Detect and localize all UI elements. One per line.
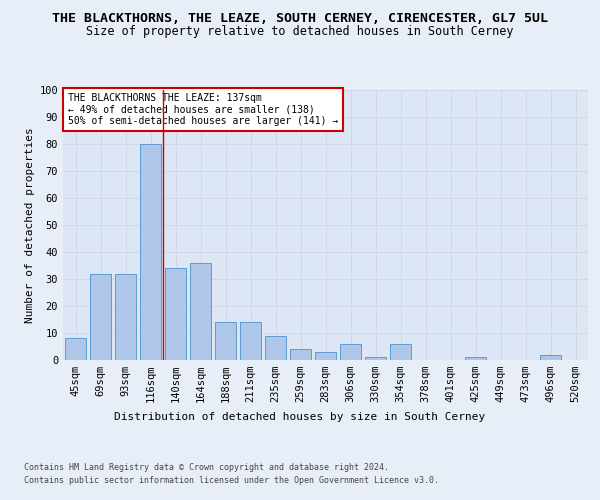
- Bar: [90, 274, 111, 360]
- Text: THE BLACKTHORNS, THE LEAZE, SOUTH CERNEY, CIRENCESTER, GL7 5UL: THE BLACKTHORNS, THE LEAZE, SOUTH CERNEY…: [52, 12, 548, 26]
- Bar: [190, 263, 211, 360]
- Bar: [240, 322, 261, 360]
- Text: Contains HM Land Registry data © Crown copyright and database right 2024.: Contains HM Land Registry data © Crown c…: [24, 462, 389, 471]
- Bar: [465, 358, 486, 360]
- Bar: [390, 344, 411, 360]
- Bar: [265, 336, 286, 360]
- Text: Size of property relative to detached houses in South Cerney: Size of property relative to detached ho…: [86, 25, 514, 38]
- Bar: [140, 144, 161, 360]
- Bar: [315, 352, 336, 360]
- Bar: [215, 322, 236, 360]
- Bar: [165, 268, 186, 360]
- Bar: [115, 274, 136, 360]
- Bar: [340, 344, 361, 360]
- Text: Distribution of detached houses by size in South Cerney: Distribution of detached houses by size …: [115, 412, 485, 422]
- Bar: [290, 349, 311, 360]
- Text: THE BLACKTHORNS THE LEAZE: 137sqm
← 49% of detached houses are smaller (138)
50%: THE BLACKTHORNS THE LEAZE: 137sqm ← 49% …: [68, 92, 338, 126]
- Y-axis label: Number of detached properties: Number of detached properties: [25, 127, 35, 323]
- Text: Contains public sector information licensed under the Open Government Licence v3: Contains public sector information licen…: [24, 476, 439, 485]
- Bar: [65, 338, 86, 360]
- Bar: [540, 354, 561, 360]
- Bar: [365, 358, 386, 360]
